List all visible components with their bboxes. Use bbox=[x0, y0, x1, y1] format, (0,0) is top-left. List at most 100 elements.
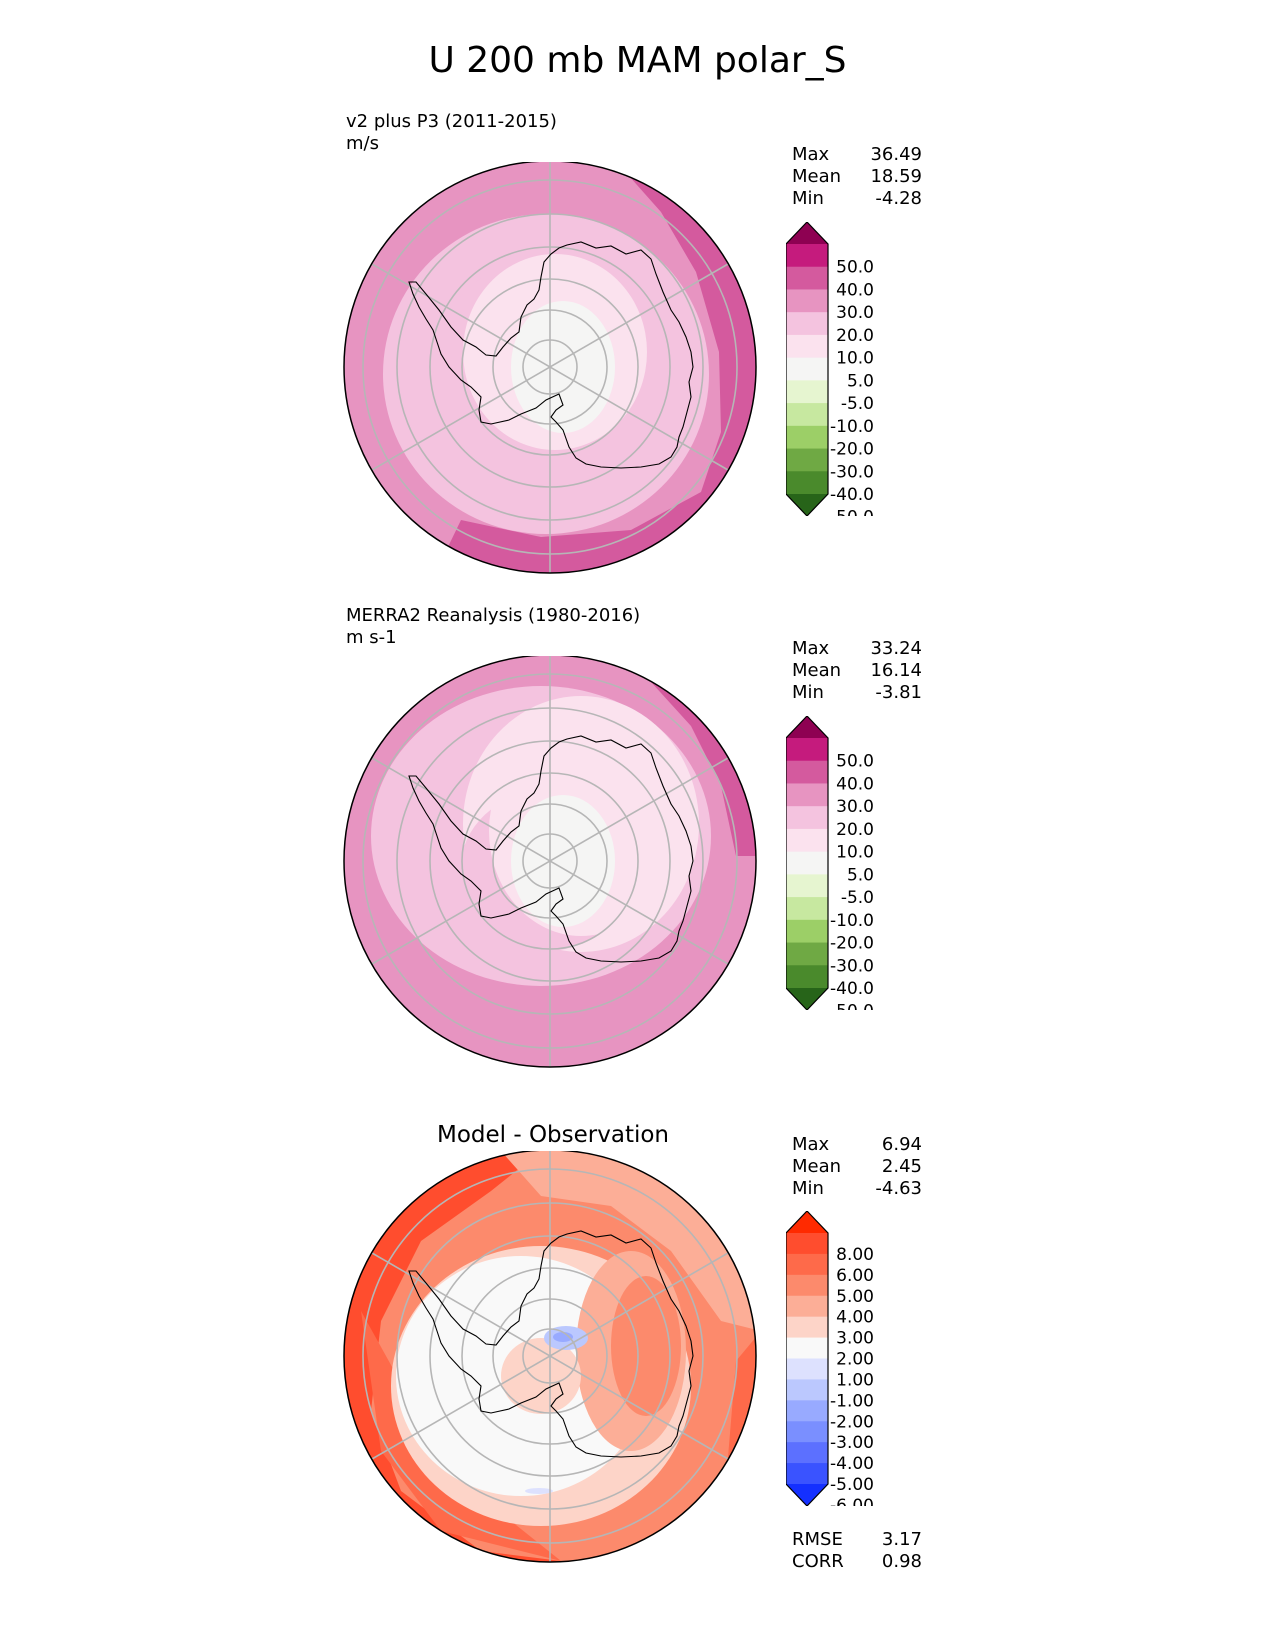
colorbar-tick-label: -10.0 bbox=[830, 911, 874, 931]
metric-corr: CORR 0.98 bbox=[792, 1551, 922, 1572]
colorbar-tick-label: -5.00 bbox=[830, 1475, 874, 1495]
stat-mean: Mean 18.59 bbox=[792, 166, 922, 187]
colorbar-tick-label: 30.0 bbox=[836, 797, 874, 817]
colorbar-segment bbox=[786, 380, 828, 404]
panel-1-stats: Max 36.49 Mean 18.59 Min -4.28 bbox=[792, 144, 922, 210]
colorbar-segment bbox=[786, 828, 828, 853]
polar-map-observation bbox=[343, 656, 757, 1068]
colorbar-tick-label: -1.00 bbox=[830, 1391, 874, 1411]
panel-1-caption: v2 plus P3 (2011-2015) m/s bbox=[346, 111, 557, 155]
colorbar-tick-label: -20.0 bbox=[830, 934, 874, 954]
colorbar-segment bbox=[786, 1337, 828, 1359]
colorbar-segment bbox=[786, 266, 828, 290]
polar-map-difference bbox=[343, 1151, 757, 1563]
colorbar-tick-label: 50.0 bbox=[836, 752, 874, 772]
polar-map-model bbox=[343, 162, 757, 574]
colorbar-tick-label: 40.0 bbox=[836, 774, 874, 794]
colorbar-segment bbox=[786, 1274, 828, 1297]
colorbar-segment bbox=[786, 1253, 828, 1276]
stat-mean: Mean 2.45 bbox=[792, 1156, 922, 1177]
colorbar-tick-label: -5.0 bbox=[841, 888, 874, 908]
colorbar-3: 8.006.005.004.003.002.001.00-1.00-2.00-3… bbox=[786, 1211, 874, 1506]
colorbar-tick-label: -30.0 bbox=[830, 462, 874, 482]
colorbar-extend-min bbox=[786, 1484, 828, 1506]
stat-min: Min -4.63 bbox=[792, 1178, 922, 1199]
colorbar-tick-label: 30.0 bbox=[836, 303, 874, 323]
colorbar-segment bbox=[786, 403, 828, 427]
colorbar-tick-label: 2.00 bbox=[836, 1350, 874, 1370]
colorbar-segment bbox=[786, 1421, 828, 1443]
colorbar-1: 50.040.0 30.0 20.0 10.05.0 -5.0 -10.0 -20.0-30… bbox=[786, 222, 874, 516]
colorbar-segment bbox=[786, 289, 828, 313]
stat-max: Max 6.94 bbox=[792, 1134, 922, 1155]
colorbar-segment bbox=[786, 897, 828, 921]
stat-mean: Mean 16.14 bbox=[792, 660, 922, 681]
colorbar-segment bbox=[786, 357, 828, 381]
colorbar-tick-label: 1.00 bbox=[836, 1370, 874, 1390]
colorbar-2: 50.040.0 30.0 20.0 10.05.0 -5.0 -10.0 -20.0-30… bbox=[786, 716, 874, 1010]
panel-3-stats: Max 6.94 Mean 2.45 Min -4.63 bbox=[792, 1134, 922, 1200]
colorbar-segment bbox=[786, 874, 828, 898]
colorbar-segment bbox=[786, 760, 828, 784]
colorbar-segment bbox=[786, 1295, 828, 1318]
colorbar-tick-label: -40.0 bbox=[830, 979, 874, 999]
colorbar-tick-label: -4.00 bbox=[830, 1454, 874, 1474]
colorbar-tick-label: -5.0 bbox=[841, 394, 874, 414]
colorbar-tick-label: 5.00 bbox=[836, 1287, 874, 1307]
colorbar-tick-label: 20.0 bbox=[836, 326, 874, 346]
colorbar-tick-label: 10.0 bbox=[836, 349, 874, 369]
colorbar-tick-label: 50.0 bbox=[836, 258, 874, 278]
colorbar-extend-min bbox=[786, 494, 828, 516]
colorbar-segment bbox=[786, 806, 828, 830]
stat-max: Max 36.49 bbox=[792, 144, 922, 165]
colorbar-tick-label: -30.0 bbox=[830, 956, 874, 976]
stat-max: Max 33.24 bbox=[792, 638, 922, 659]
colorbar-extend-max bbox=[786, 222, 828, 244]
colorbar-segment bbox=[786, 1358, 828, 1380]
difference-title: Model - Observation bbox=[436, 1122, 670, 1148]
metric-rmse: RMSE 3.17 bbox=[792, 1529, 922, 1550]
colorbar-tick-label: 40.0 bbox=[836, 280, 874, 300]
colorbar-tick-label: 3.00 bbox=[836, 1329, 874, 1349]
colorbar-segment bbox=[786, 1442, 828, 1464]
colorbar-tick-label: 8.00 bbox=[836, 1245, 874, 1265]
colorbar-tick-label: 20.0 bbox=[836, 820, 874, 840]
panel-3-metrics: RMSE 3.17 CORR 0.98 bbox=[792, 1529, 922, 1573]
colorbar-extend-max bbox=[786, 716, 828, 738]
colorbar-segment bbox=[786, 1400, 828, 1422]
colorbar-segment bbox=[786, 851, 828, 875]
colorbar-tick-label: 5.0 bbox=[847, 865, 874, 885]
colorbar-tick-label: -20.0 bbox=[830, 440, 874, 460]
colorbar-segment bbox=[786, 942, 828, 966]
colorbar-segment bbox=[786, 334, 828, 359]
colorbar-extend-max bbox=[786, 1211, 828, 1233]
colorbar-tick-label: -50.0 bbox=[830, 508, 874, 516]
colorbar-tick-label: -40.0 bbox=[830, 485, 874, 505]
colorbar-segment bbox=[786, 1379, 828, 1401]
colorbar-segment bbox=[786, 738, 828, 762]
colorbar-segment bbox=[786, 1316, 828, 1339]
stat-min: Min -4.28 bbox=[792, 188, 922, 209]
colorbar-tick-label: -3.00 bbox=[830, 1433, 874, 1453]
colorbar-segment bbox=[786, 425, 828, 450]
colorbar-segment bbox=[786, 919, 828, 944]
figure-title: U 200 mb MAM polar_S bbox=[428, 40, 847, 81]
colorbar-segment bbox=[786, 448, 828, 472]
colorbar-segment bbox=[786, 1233, 828, 1255]
colorbar-tick-label: -50.0 bbox=[830, 1002, 874, 1010]
colorbar-tick-label: -10.0 bbox=[830, 417, 874, 437]
colorbar-tick-label: -2.00 bbox=[830, 1412, 874, 1432]
colorbar-segment bbox=[786, 312, 828, 336]
colorbar-tick-label: 6.00 bbox=[836, 1266, 874, 1286]
panel-1-model-name: v2 plus P3 (2011-2015) bbox=[346, 111, 557, 132]
colorbar-tick-label: 5.0 bbox=[847, 371, 874, 391]
colorbar-extend-min bbox=[786, 988, 828, 1010]
stat-min: Min -3.81 bbox=[792, 682, 922, 703]
colorbar-segment bbox=[786, 471, 828, 495]
colorbar-tick-label: -6.00 bbox=[830, 1496, 874, 1506]
colorbar-segment bbox=[786, 1463, 828, 1485]
panel-2-units: m s-1 bbox=[346, 627, 397, 648]
colorbar-segment bbox=[786, 783, 828, 807]
panel-1-units: m/s bbox=[346, 133, 379, 154]
panel-2-caption: MERRA2 Reanalysis (1980-2016) m s-1 bbox=[346, 605, 640, 649]
